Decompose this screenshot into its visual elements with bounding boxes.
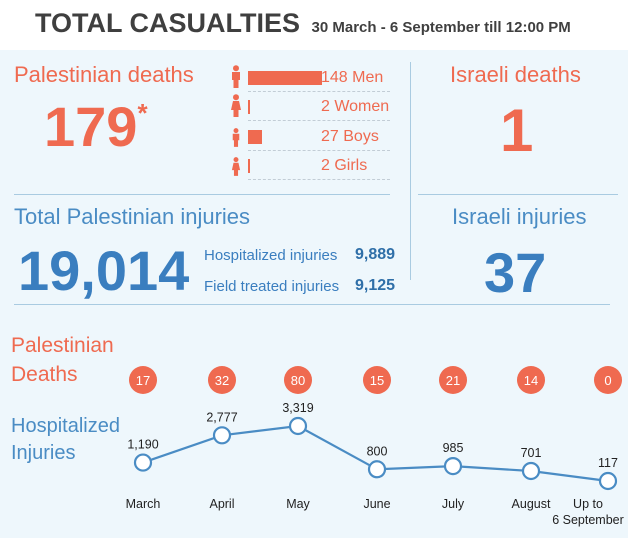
header: TOTAL CASUALTIES 30 March - 6 September … (0, 0, 628, 50)
injury-point (598, 471, 618, 491)
death-bar (248, 159, 250, 173)
vertical-divider (410, 62, 411, 280)
israeli-injuries-label: Israeli injuries (452, 204, 587, 229)
death-month-value: 14 (524, 373, 538, 388)
injury-value-label: 985 (443, 441, 464, 455)
title-main: TOTAL CASUALTIES (35, 8, 301, 38)
israeli-deaths-total: 1 (500, 97, 534, 164)
injury-point (133, 453, 153, 472)
death-month-value: 17 (136, 373, 150, 388)
divider-left (14, 194, 390, 195)
row-divider (248, 179, 390, 180)
injury-point (288, 416, 308, 436)
death-month-circle (129, 366, 157, 394)
monthly-injuries-label-line2: Injuries (11, 442, 76, 464)
palestinian-deaths-label: Palestinian deaths (14, 62, 194, 87)
death-month-marker: 0 (594, 366, 622, 394)
hospitalized-injuries-value: 9,889 (355, 246, 396, 263)
palestinian-injuries-label: Total Palestinian injuries (14, 204, 251, 229)
death-month-value: 15 (370, 373, 384, 388)
death-month-circle (439, 366, 467, 394)
row-divider (248, 120, 390, 121)
month-label: July (442, 497, 465, 511)
man-icon (232, 65, 240, 88)
death-month-circle (284, 366, 312, 394)
injury-value-label: 2,777 (206, 410, 237, 424)
death-count-label: 27 Boys (321, 128, 379, 145)
row-divider (248, 91, 390, 92)
death-month-circle (594, 366, 622, 394)
month-label: Up to 6 September (552, 497, 624, 527)
palestinian-deaths-number: 179 (44, 95, 138, 158)
death-month-marker: 32 (208, 366, 236, 394)
injury-value-label: 1,190 (127, 438, 158, 452)
death-month-value: 32 (215, 373, 229, 388)
asterisk: * (137, 98, 148, 128)
injury-value-label: 3,319 (282, 401, 313, 415)
field-treated-injuries-value: 9,125 (355, 277, 396, 294)
girl-icon (231, 157, 241, 176)
row-divider (248, 150, 390, 151)
death-month-marker: 14 (517, 366, 545, 394)
death-month-circle (208, 366, 236, 394)
death-count-label: 148 Men (321, 69, 384, 86)
death-count-label: 2 Girls (321, 157, 368, 174)
death-month-value: 0 (604, 373, 611, 388)
injury-value-label: 117 (598, 456, 618, 470)
death-month-marker: 21 (439, 366, 467, 394)
death-month-value: 80 (291, 373, 305, 388)
death-month-circle (517, 366, 545, 394)
death-month-marker: 17 (129, 366, 157, 394)
month-label: August (512, 497, 551, 511)
injury-point (443, 456, 463, 476)
hospitalized-injuries-label: Hospitalized injuries (204, 247, 338, 264)
month-label: March (126, 497, 161, 511)
death-bar (248, 71, 322, 85)
monthly-deaths-label-line1: Palestinian (11, 334, 114, 357)
death-bar (248, 100, 250, 114)
injury-value-label: 800 (367, 444, 388, 458)
boy-icon (232, 128, 240, 147)
injury-point (521, 461, 541, 481)
field-treated-injuries-label: Field treated injuries (204, 278, 340, 295)
death-month-value: 21 (446, 373, 460, 388)
israeli-injuries-total: 37 (484, 241, 547, 304)
title-date-range: 30 March - 6 September till 12:00 PM (311, 19, 571, 36)
death-month-marker: 80 (284, 366, 312, 394)
death-month-marker: 15 (363, 366, 391, 394)
month-label: April (209, 497, 234, 511)
death-bar (248, 130, 262, 144)
monthly-deaths-label-line2: Deaths (11, 363, 78, 386)
monthly-injuries-label-line1: Hospitalized (11, 415, 120, 437)
israeli-deaths-label: Israeli deaths (450, 62, 581, 87)
divider-bottom (14, 304, 610, 305)
injury-point (367, 460, 387, 479)
injury-point (212, 426, 232, 445)
woman-icon (231, 94, 241, 117)
month-label: June (363, 497, 390, 511)
death-month-circle (363, 366, 391, 394)
palestinian-deaths-total: 179* (44, 94, 148, 159)
month-label: May (286, 497, 310, 511)
palestinian-injuries-total: 19,014 (18, 239, 190, 302)
monthly-deaths-label: Palestinian Deaths (11, 331, 114, 389)
page-title: TOTAL CASUALTIES 30 March - 6 September … (35, 8, 571, 39)
death-count-label: 2 Women (321, 98, 390, 115)
injury-value-label: 701 (521, 446, 542, 460)
monthly-injuries-label: Hospitalized Injuries (11, 413, 120, 467)
divider-right (418, 194, 618, 195)
